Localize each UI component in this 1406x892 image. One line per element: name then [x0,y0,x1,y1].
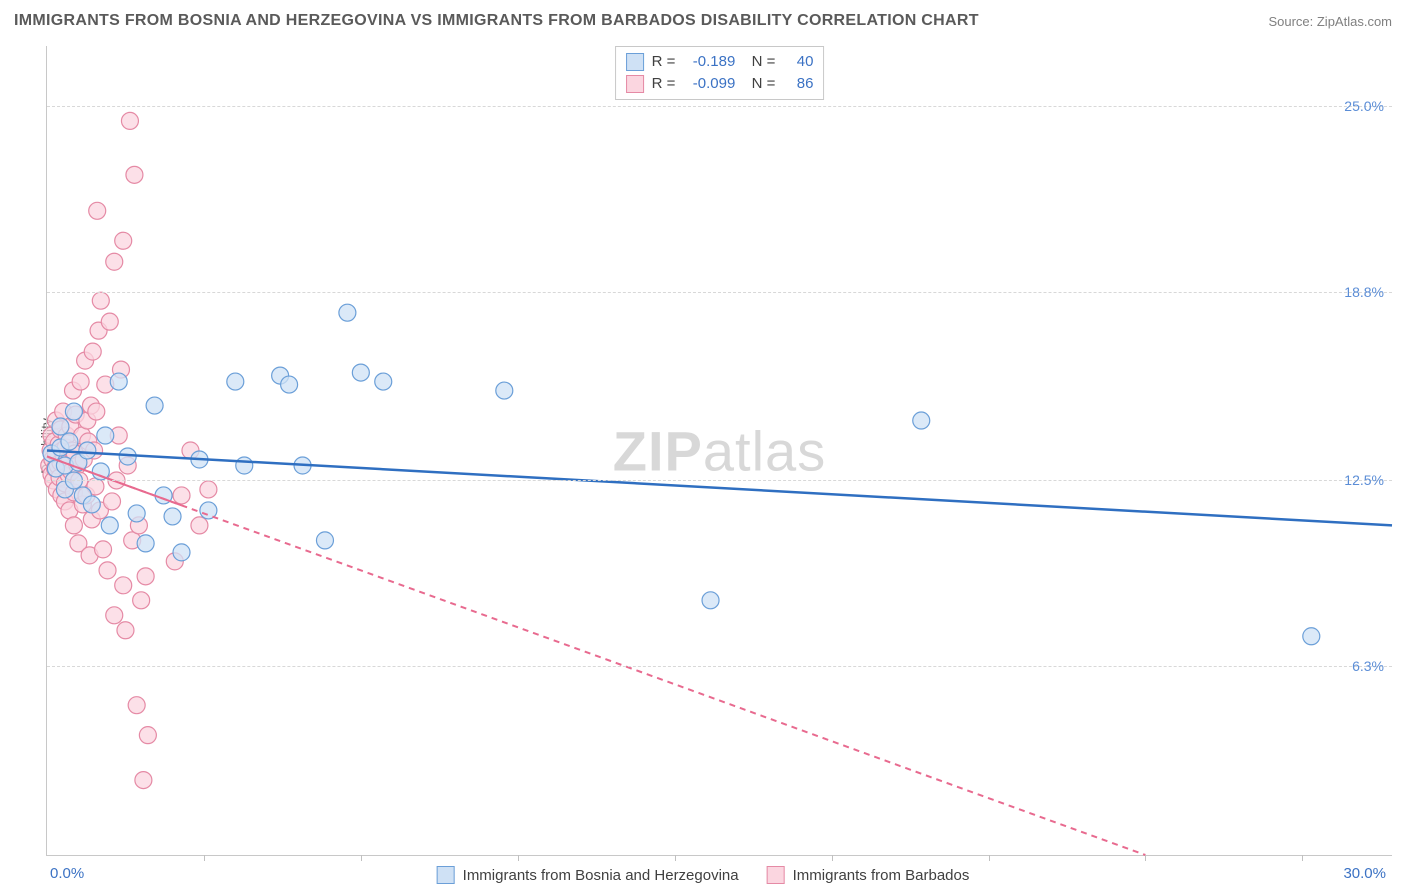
series-legend: Immigrants from Bosnia and Herzegovina Im… [437,866,970,884]
gridline [47,292,1392,293]
gridline [47,106,1392,107]
stats-n-label: N = [743,51,775,73]
stats-n-value: 40 [783,51,813,73]
data-point [200,481,217,498]
x-tick [361,855,362,861]
y-tick-label: 18.8% [1344,284,1384,300]
stats-r-value: -0.189 [683,51,735,73]
stats-r-label: R = [652,51,676,73]
data-point [84,343,101,360]
x-tick [989,855,990,861]
legend-swatch [437,866,455,884]
legend-item: Immigrants from Bosnia and Herzegovina [437,866,739,884]
data-point [236,457,253,474]
gridline [47,480,1392,481]
trend-line [47,451,1392,526]
data-point [79,442,96,459]
data-point [173,544,190,561]
data-point [496,382,513,399]
data-point [128,697,145,714]
data-point [115,577,132,594]
chart-plot-area: ZIPatlas R =-0.189 N =40R =-0.099 N =86 … [46,46,1392,856]
data-point [137,535,154,552]
data-point [702,592,719,609]
data-point [173,487,190,504]
data-point [72,373,89,390]
data-point [375,373,392,390]
x-tick [1302,855,1303,861]
data-point [61,433,78,450]
data-point [164,508,181,525]
data-point [139,727,156,744]
y-tick-label: 12.5% [1344,472,1384,488]
stats-r-value: -0.099 [683,73,735,95]
data-point [316,532,333,549]
legend-swatch [626,75,644,93]
data-point [110,373,127,390]
data-point [121,112,138,129]
data-point [133,592,150,609]
data-point [101,313,118,330]
legend-item: Immigrants from Barbados [767,866,970,884]
gridline [47,666,1392,667]
chart-header: IMMIGRANTS FROM BOSNIA AND HERZEGOVINA V… [14,12,1392,30]
data-point [106,607,123,624]
data-point [135,772,152,789]
data-point [281,376,298,393]
data-point [352,364,369,381]
x-tick [204,855,205,861]
data-point [52,418,69,435]
source-attribution: Source: ZipAtlas.com [1268,14,1392,29]
legend-swatch [626,53,644,71]
stats-r-label: R = [652,73,676,95]
data-point [65,517,82,534]
stats-legend-row: R = -0.189 N = 40 [626,51,814,73]
data-point [92,292,109,309]
data-point [65,403,82,420]
data-point [227,373,244,390]
data-point [1303,628,1320,645]
legend-label: Immigrants from Bosnia and Herzegovina [463,867,739,884]
x-axis-min-label: 0.0% [50,865,84,882]
legend-label: Immigrants from Barbados [793,867,970,884]
data-point [104,493,121,510]
x-tick [675,855,676,861]
stats-n-label: N = [743,73,775,95]
x-tick [518,855,519,861]
y-tick-label: 25.0% [1344,98,1384,114]
x-axis-max-label: 30.0% [1343,865,1386,882]
data-point [191,517,208,534]
chart-title: IMMIGRANTS FROM BOSNIA AND HERZEGOVINA V… [14,12,979,30]
data-point [106,253,123,270]
y-tick-label: 6.3% [1352,658,1384,674]
scatter-plot-svg [47,46,1392,855]
stats-legend-row: R = -0.099 N = 86 [626,73,814,95]
x-tick [1145,855,1146,861]
data-point [137,568,154,585]
data-point [126,166,143,183]
data-point [146,397,163,414]
stats-n-value: 86 [783,73,813,95]
data-point [128,505,145,522]
data-point [88,403,105,420]
data-point [101,517,118,534]
data-point [99,562,116,579]
data-point [95,541,112,558]
legend-swatch [767,866,785,884]
data-point [913,412,930,429]
data-point [115,232,132,249]
data-point [339,304,356,321]
stats-legend-box: R = -0.189 N = 40 R = -0.099 N = 86 [615,46,825,100]
data-point [117,622,134,639]
x-tick [832,855,833,861]
data-point [83,496,100,513]
data-point [97,427,114,444]
data-point [89,202,106,219]
